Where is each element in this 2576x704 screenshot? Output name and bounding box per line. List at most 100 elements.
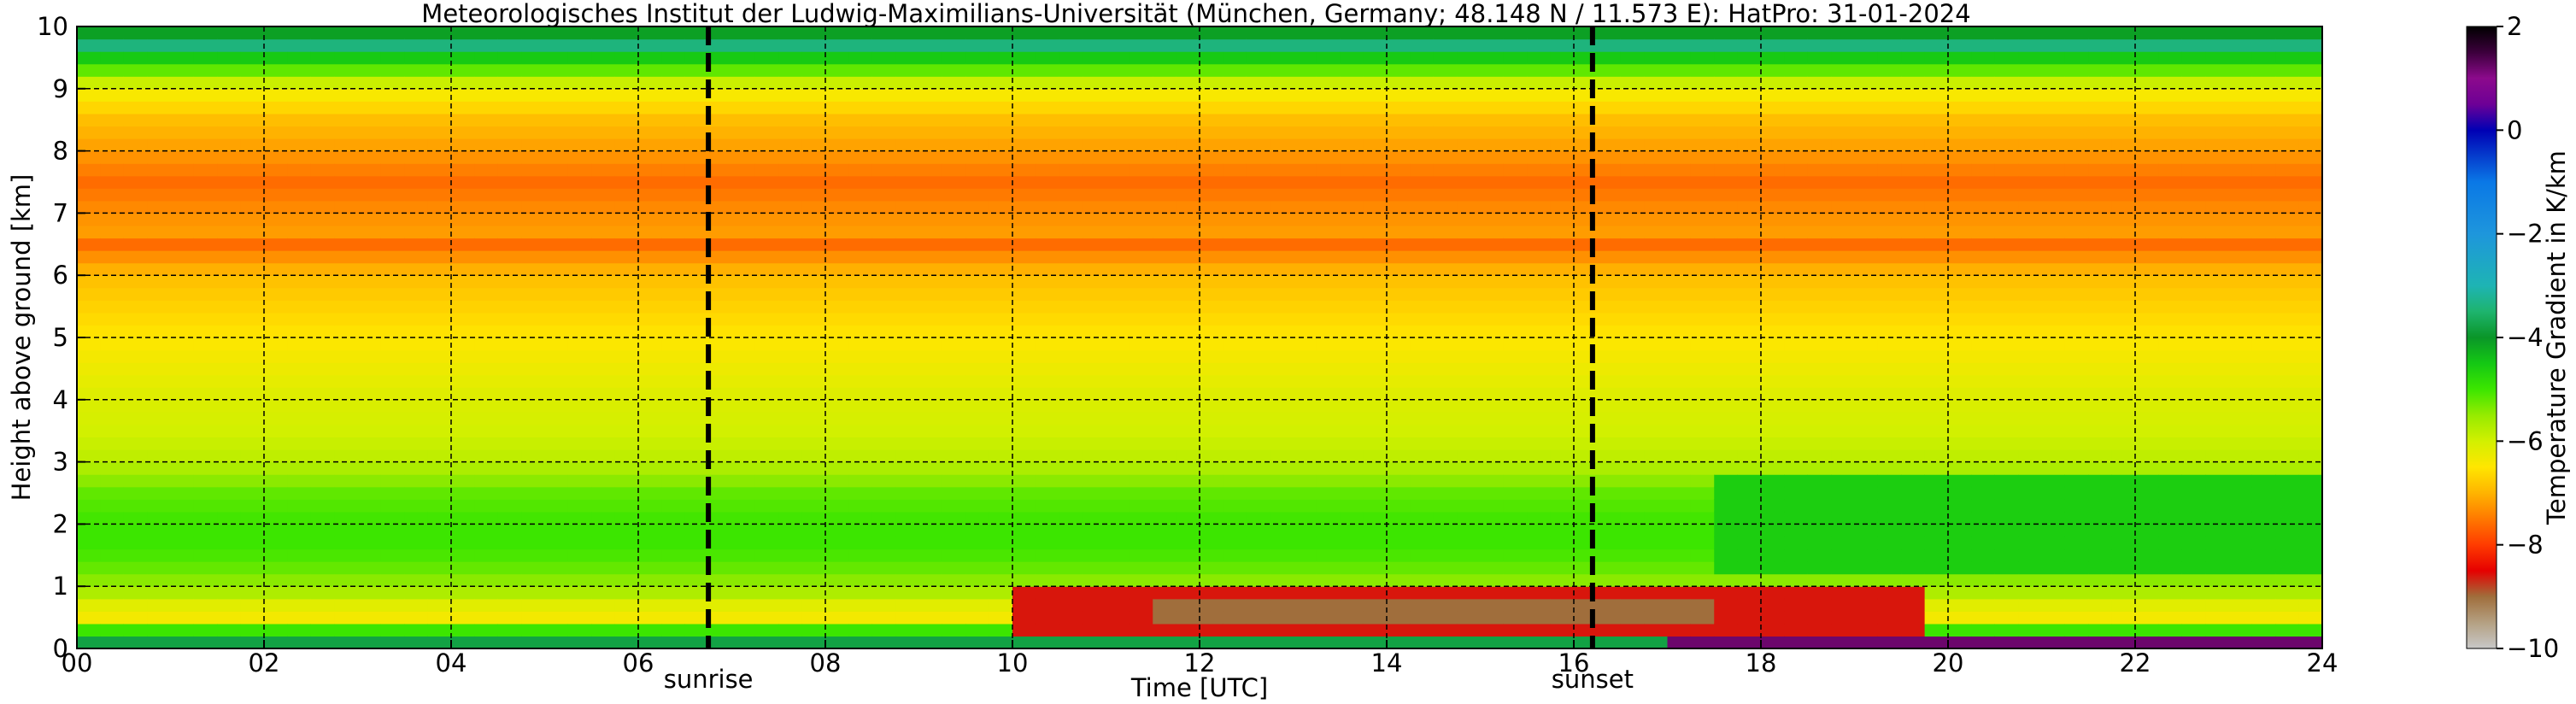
- heatmap-cell: [1433, 474, 1458, 488]
- heatmap-cell: [2158, 387, 2183, 401]
- heatmap-cell: [2158, 213, 2183, 226]
- heatmap-cell: [357, 300, 382, 314]
- heatmap-cell: [1457, 586, 1482, 600]
- heatmap-cell: [1059, 287, 1083, 301]
- heatmap-cell: [1924, 511, 1949, 525]
- heatmap-cell: [1363, 636, 1388, 648]
- heatmap-cell: [1527, 51, 1552, 65]
- heatmap-cell: [1340, 449, 1364, 463]
- heatmap-cell: [1831, 486, 1856, 500]
- heatmap-cell: [1036, 412, 1060, 425]
- heatmap-cell: [1831, 362, 1856, 376]
- heatmap-cell: [989, 387, 1013, 401]
- heatmap-cell: [1877, 486, 1902, 500]
- heatmap-cell: [1270, 549, 1294, 562]
- heatmap-cell: [170, 623, 195, 637]
- heatmap-cell: [1457, 325, 1482, 338]
- heatmap-cell: [2041, 623, 2066, 637]
- heatmap-cell: [380, 76, 405, 90]
- heatmap-cell: [1293, 163, 1317, 177]
- heatmap-cell: [1737, 113, 1762, 127]
- heatmap-cell: [942, 561, 966, 575]
- heatmap-cell: [708, 163, 733, 177]
- heatmap-cell: [2275, 250, 2300, 264]
- heatmap-cell: [1737, 26, 1762, 40]
- heatmap-cell: [380, 349, 405, 363]
- heatmap-cell: [1059, 262, 1083, 276]
- heatmap-cell: [544, 399, 569, 413]
- heatmap-cell: [2088, 188, 2113, 202]
- heatmap-cell: [334, 38, 359, 52]
- heatmap-cell: [334, 150, 359, 164]
- heatmap-cell: [1807, 374, 1832, 388]
- heatmap-cell: [1901, 213, 1926, 226]
- heatmap-cell: [357, 38, 382, 52]
- heatmap-cell: [1153, 623, 1177, 637]
- heatmap-cell: [1129, 449, 1153, 463]
- heatmap-cell: [1714, 349, 1739, 363]
- heatmap-cell: [77, 88, 101, 102]
- heatmap-cell: [1877, 275, 1902, 289]
- heatmap-cell: [544, 275, 569, 289]
- heatmap-cell: [684, 262, 709, 276]
- heatmap-cell: [2275, 598, 2300, 612]
- heatmap-cell: [918, 101, 943, 114]
- heatmap-cell: [2181, 51, 2206, 65]
- heatmap-cell: [2158, 573, 2183, 587]
- heatmap-cell: [1387, 362, 1411, 376]
- heatmap-cell: [614, 524, 639, 537]
- heatmap-cell: [357, 437, 382, 450]
- heatmap-cell: [1877, 598, 1902, 612]
- heatmap-cell: [754, 63, 779, 77]
- heatmap-cell: [193, 312, 218, 326]
- heatmap-cell: [1971, 598, 1996, 612]
- heatmap-cell: [1737, 262, 1762, 276]
- heatmap-cell: [544, 175, 569, 189]
- heatmap-cell: [1690, 38, 1715, 52]
- heatmap-cell: [1667, 474, 1692, 488]
- heatmap-cell: [1527, 524, 1552, 537]
- heatmap-cell: [731, 188, 756, 202]
- heatmap-cell: [357, 424, 382, 438]
- heatmap-cell: [1527, 561, 1552, 575]
- heatmap-cell: [871, 200, 896, 214]
- heatmap-cell: [1714, 437, 1739, 450]
- heatmap-cell: [591, 150, 616, 164]
- heatmap-cell: [918, 150, 943, 164]
- heatmap-cell: [427, 150, 452, 164]
- heatmap-cell: [1176, 561, 1200, 575]
- heatmap-cell: [451, 337, 475, 351]
- heatmap-cell: [1363, 611, 1388, 625]
- heatmap-cell: [2158, 586, 2183, 600]
- heatmap-cell: [1223, 76, 1247, 90]
- heatmap-cell: [2251, 312, 2276, 326]
- heatmap-cell: [801, 63, 826, 77]
- heatmap-cell: [334, 262, 359, 276]
- heatmap-cell: [965, 524, 990, 537]
- heatmap-cell: [2205, 213, 2230, 226]
- heatmap-cell: [264, 449, 288, 463]
- heatmap-cell: [708, 437, 733, 450]
- heatmap-cell: [801, 499, 826, 513]
- heatmap-cell: [357, 126, 382, 139]
- heatmap-cell: [193, 598, 218, 612]
- heatmap-cell: [2228, 636, 2253, 648]
- heatmap-cell: [1059, 200, 1083, 214]
- heatmap-cell: [1854, 76, 1879, 90]
- heatmap-cell: [77, 275, 101, 289]
- heatmap-cell: [1200, 573, 1223, 587]
- heatmap-cell: [591, 449, 616, 463]
- heatmap-cell: [708, 486, 733, 500]
- heatmap-cell: [1433, 424, 1458, 438]
- heatmap-cell: [1340, 163, 1364, 177]
- heatmap-cell: [1527, 362, 1552, 376]
- heatmap-cell: [1200, 76, 1223, 90]
- heatmap-cell: [1129, 474, 1153, 488]
- heatmap-cell: [1387, 287, 1411, 301]
- heatmap-cell: [1971, 76, 1996, 90]
- heatmap-cell: [1597, 399, 1622, 413]
- heatmap-cell: [1948, 300, 1972, 314]
- heatmap-cell: [1457, 312, 1482, 326]
- heatmap-cell: [2228, 300, 2253, 314]
- heatmap-cell: [287, 511, 312, 525]
